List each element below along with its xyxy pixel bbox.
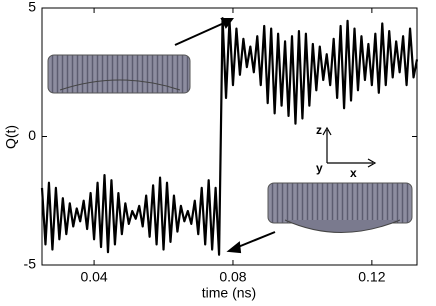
nanotube-bottom: [267, 182, 413, 233]
x-tick-label: 0.08: [219, 269, 246, 285]
y-tick-label: 0: [28, 127, 36, 143]
x-tick-label: 0.12: [358, 269, 385, 285]
data-line: [40, 17, 419, 256]
axis-label-z: z: [316, 123, 322, 137]
x-axis-title: time (ns): [202, 285, 256, 301]
axis-label-y: y: [316, 161, 323, 175]
x-tick-label: 0.04: [80, 269, 107, 285]
nanotube-top: [47, 54, 191, 94]
y-tick-label: -5: [24, 256, 37, 272]
y-axis-title: Q(t): [3, 125, 19, 149]
y-tick-label: 5: [28, 0, 36, 15]
axis-label-x: x: [350, 166, 357, 180]
coord-axes: [322, 126, 377, 168]
